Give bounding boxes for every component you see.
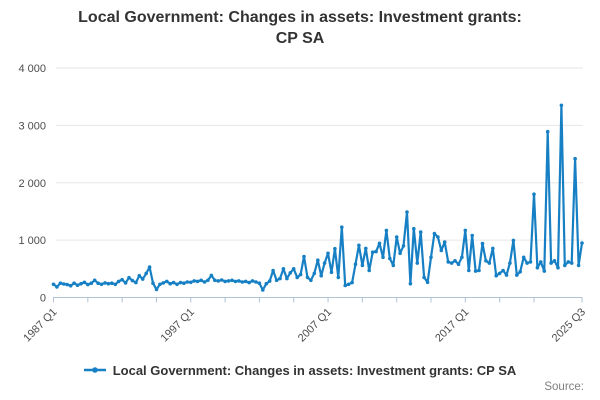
chart-title: Local Government: Changes in assets: Inv… bbox=[0, 7, 600, 49]
svg-text:4 000: 4 000 bbox=[18, 63, 46, 75]
chart-title-line1: Local Government: Changes in assets: Inv… bbox=[78, 9, 522, 26]
svg-text:2017 Q1: 2017 Q1 bbox=[433, 306, 471, 344]
source-label: Source: bbox=[544, 381, 584, 393]
series-line[interactable] bbox=[51, 103, 584, 292]
svg-text:1987 Q1: 1987 Q1 bbox=[21, 306, 59, 344]
legend-line-marker-icon bbox=[83, 367, 106, 373]
x-axis bbox=[53, 297, 583, 303]
svg-text:2007 Q1: 2007 Q1 bbox=[296, 306, 334, 344]
chart-title-line2: CP SA bbox=[275, 30, 325, 47]
gridlines bbox=[56, 67, 583, 241]
x-axis-labels: 1987 Q1 1997 Q1 2007 Q1 2017 Q1 2025 Q3 bbox=[21, 306, 588, 344]
legend-label: Local Government: Changes in assets: Inv… bbox=[112, 362, 517, 378]
svg-text:2025 Q3: 2025 Q3 bbox=[550, 306, 588, 344]
svg-text:1 000: 1 000 bbox=[18, 235, 46, 247]
svg-text:1997 Q1: 1997 Q1 bbox=[159, 306, 197, 344]
svg-text:0: 0 bbox=[40, 293, 46, 305]
y-axis-labels: 0 1 000 2 000 3 000 4 000 bbox=[18, 63, 46, 305]
chart-svg[interactable]: 0 1 000 2 000 3 000 4 000 1987 Q1 1997 Q1 2007 … bbox=[0, 0, 600, 356]
legend-item[interactable]: Local Government: Changes in assets: Inv… bbox=[0, 360, 600, 380]
svg-text:3 000: 3 000 bbox=[18, 120, 46, 132]
svg-text:2 000: 2 000 bbox=[18, 178, 46, 190]
